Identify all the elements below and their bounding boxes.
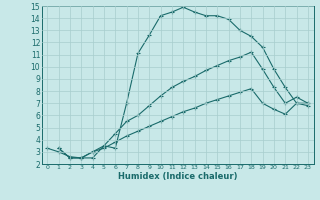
X-axis label: Humidex (Indice chaleur): Humidex (Indice chaleur): [118, 172, 237, 181]
